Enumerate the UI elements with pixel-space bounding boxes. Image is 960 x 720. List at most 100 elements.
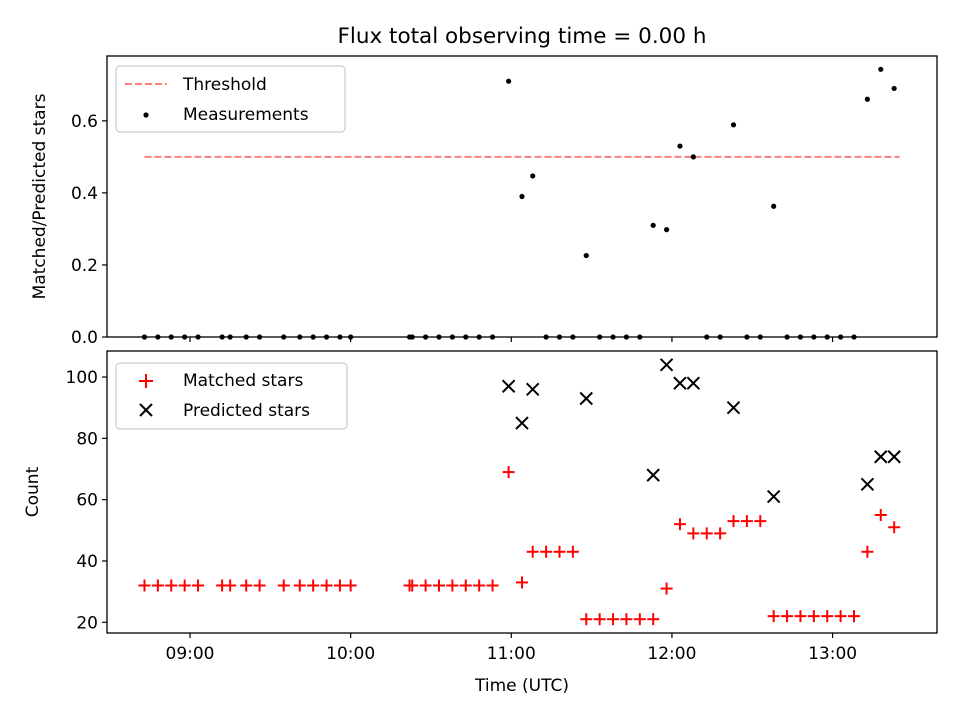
measurements-point bbox=[730, 122, 737, 128]
matched-stars-point bbox=[516, 576, 528, 589]
matched-stars-point bbox=[224, 579, 237, 592]
matched-stars-point bbox=[502, 466, 515, 479]
predicted-stars-point bbox=[874, 450, 888, 464]
matched-stars-point bbox=[138, 579, 151, 592]
matched-stars-point bbox=[151, 579, 164, 592]
matched-stars-point bbox=[888, 521, 901, 534]
matched-stars-point bbox=[344, 579, 357, 592]
matched-stars-point bbox=[767, 610, 780, 623]
predicted-stars-point bbox=[646, 468, 660, 482]
measurements-point bbox=[650, 222, 656, 228]
measurements-point bbox=[506, 78, 512, 84]
top-y-axis: 0.0 0.2 0.4 0.6 bbox=[71, 112, 107, 348]
y-tick-label: 60 bbox=[76, 491, 98, 511]
matched-stars-point bbox=[807, 610, 820, 623]
predicted-stars-point bbox=[686, 376, 701, 390]
matched-stars-point bbox=[794, 610, 807, 623]
matched-stars-point bbox=[727, 515, 740, 528]
matched-stars-point bbox=[874, 508, 887, 521]
matched-stars-point bbox=[580, 613, 593, 626]
y-tick-label: 20 bbox=[76, 613, 98, 633]
predicted-stars-point bbox=[659, 358, 674, 372]
predicted-stars-point bbox=[515, 416, 529, 430]
matched-stars-point bbox=[540, 545, 553, 558]
matched-stars-point bbox=[526, 545, 539, 558]
legend-measurements-label: Measurements bbox=[183, 105, 309, 125]
matched-stars-point bbox=[293, 579, 306, 592]
measurements-point bbox=[583, 252, 589, 259]
top-legend: Threshold Measurements bbox=[115, 65, 346, 133]
bottom-axes-frame bbox=[106, 350, 938, 634]
matched-stars-point bbox=[433, 579, 445, 592]
matched-stars-point bbox=[687, 527, 700, 540]
measurements-point bbox=[878, 66, 884, 72]
matched-stars-point bbox=[178, 579, 191, 592]
top-y-axis-label: Matched/Predicted stars bbox=[30, 93, 50, 299]
legend-predicted-label: Predicted stars bbox=[183, 401, 310, 421]
matched-stars-point bbox=[406, 579, 419, 592]
matched-stars-point bbox=[861, 545, 874, 558]
top-axes-frame bbox=[106, 55, 938, 338]
y-tick-label: 0.4 bbox=[71, 184, 98, 204]
matched-stars-point bbox=[660, 582, 673, 595]
bottom-legend: Matched stars Predicted stars bbox=[115, 362, 348, 430]
y-tick-label: 0.0 bbox=[71, 328, 98, 348]
x-axis-label: Time (UTC) bbox=[474, 676, 569, 696]
matched-stars-point bbox=[821, 610, 834, 623]
predicted-stars-point bbox=[860, 477, 875, 492]
legend-matched-label: Matched stars bbox=[183, 371, 303, 391]
matched-stars-point bbox=[446, 579, 459, 592]
predicted-stars-point bbox=[579, 391, 593, 406]
y-tick-label: 100 bbox=[66, 368, 98, 388]
x-tick-label: 13:00 bbox=[808, 644, 857, 664]
predicted-stars-point bbox=[766, 489, 781, 504]
bottom-y-axis-label: Count bbox=[23, 466, 43, 517]
bottom-plot-marks bbox=[138, 358, 901, 626]
measurements-point bbox=[864, 96, 870, 102]
matched-stars-point bbox=[566, 545, 579, 558]
bottom-panel-counts: 20 40 60 80 100 09:00 10:00 11:00 12:00 13:00 Co… bbox=[23, 350, 938, 696]
figure-title: Flux total observing time = 0.00 h bbox=[338, 24, 707, 49]
x-tick-label: 10:00 bbox=[326, 644, 375, 664]
matched-stars-point bbox=[620, 613, 633, 626]
matched-stars-point bbox=[647, 613, 660, 626]
x-tick-label: 09:00 bbox=[166, 644, 215, 664]
predicted-stars-point bbox=[526, 382, 540, 397]
y-tick-label: 80 bbox=[76, 429, 98, 449]
y-tick-label: 0.6 bbox=[71, 112, 98, 132]
legend-matched-swatch bbox=[139, 374, 153, 388]
legend-threshold-label: Threshold bbox=[182, 75, 267, 95]
matched-stars-point bbox=[473, 579, 486, 592]
x-tick-label: 12:00 bbox=[647, 644, 696, 664]
matched-stars-point bbox=[607, 613, 620, 626]
matched-stars-point bbox=[754, 515, 767, 528]
matched-stars-point bbox=[714, 527, 727, 540]
measurements-point bbox=[677, 143, 683, 149]
y-tick-label: 40 bbox=[76, 552, 98, 572]
matched-stars-point bbox=[553, 545, 566, 558]
measurements-point bbox=[891, 85, 897, 92]
matched-stars-point bbox=[253, 579, 266, 592]
matched-stars-point bbox=[277, 579, 290, 592]
matched-stars-point bbox=[320, 579, 333, 592]
matched-stars-point bbox=[459, 579, 472, 592]
matched-stars-point bbox=[740, 515, 753, 528]
matched-stars-point bbox=[848, 610, 860, 623]
matched-stars-point bbox=[834, 610, 847, 623]
bottom-x-axis: 09:00 10:00 11:00 12:00 13:00 bbox=[166, 633, 857, 664]
predicted-stars-point bbox=[501, 379, 516, 393]
matched-stars-point bbox=[192, 579, 205, 592]
matched-stars-point bbox=[333, 579, 346, 592]
top-x-axis bbox=[189, 337, 834, 342]
matched-stars-point bbox=[781, 610, 794, 623]
predicted-stars-point bbox=[887, 450, 901, 464]
predicted-stars-point bbox=[726, 400, 741, 415]
matched-stars-point bbox=[307, 579, 320, 592]
measurements-point bbox=[519, 193, 525, 200]
measurements-point bbox=[663, 227, 670, 233]
matched-stars-point bbox=[673, 518, 686, 531]
matched-stars-point bbox=[165, 579, 178, 592]
matched-stars-point bbox=[419, 579, 432, 592]
y-tick-label: 0.2 bbox=[71, 256, 98, 276]
